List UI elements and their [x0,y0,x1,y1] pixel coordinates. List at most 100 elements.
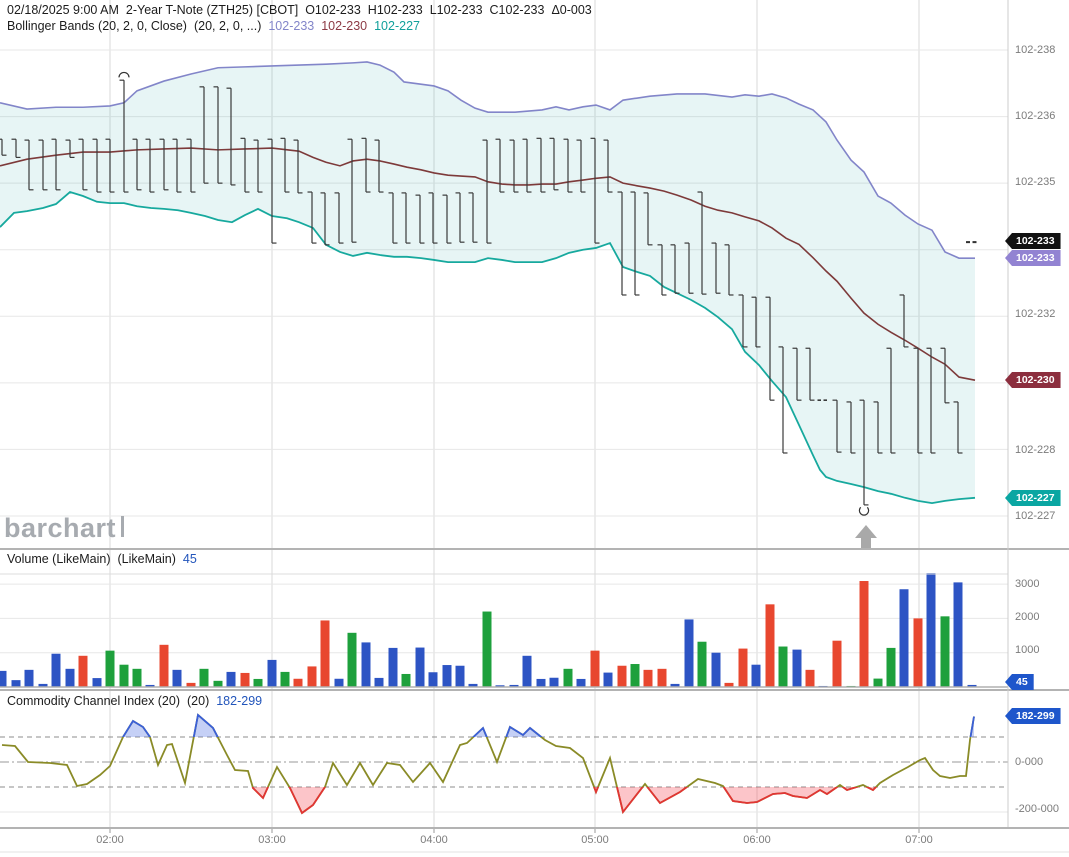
volume-bar [415,647,425,687]
volume-axis-label: 2000 [1015,611,1040,623]
volume-bar [442,665,452,687]
volume-bar [267,659,277,687]
volume-bar [765,604,775,687]
bollinger-study-label: Bollinger Bands (20, 2, 0, Close) [7,19,187,33]
circle-marker-low [858,506,870,516]
time-axis-label: 05:00 [581,834,609,846]
volume-bar [0,670,7,687]
price-axis-label: 102-232 [1015,308,1056,320]
volume-bar [509,684,519,687]
cci-line-oversold [76,787,878,815]
volume-bar [899,589,909,687]
volume-bar [38,683,48,687]
arc-marker-top [118,71,130,78]
panel-separator [0,689,1069,691]
volume-bar [226,671,236,687]
volume-bar [240,672,250,687]
cci-study-params: (20) [187,694,210,708]
bollinger-study-header[interactable]: Bollinger Bands (20, 2, 0, Close) (20, 2,… [7,19,427,33]
volume-study-header[interactable]: Volume (LikeMain) (LikeMain) 45 [7,552,204,566]
volume-bar [953,582,963,687]
volume-bar [913,618,923,687]
cci-overbought-fill [2,715,974,737]
volume-study-params: (LikeMain) [117,552,176,566]
volume-bar [536,678,546,687]
cci-oversold-fill [2,787,974,813]
volume-bar [549,677,559,687]
cci-current-value: 182-299 [216,694,263,708]
volume-bar [388,647,398,687]
panel-separator [0,827,1069,829]
volume-bar [792,649,802,687]
header-low: L102-233 [429,3,483,17]
volume-bar [132,668,142,687]
volume-bar [159,644,169,687]
volume-study-label: Volume (LikeMain) [7,552,111,566]
volume-bar [172,669,182,687]
volume-bar [832,640,842,687]
bollinger-middle-line [0,147,976,381]
cci-line-overbought [122,713,975,737]
volume-bar [873,678,883,687]
price-badge: 102-227 [1005,490,1061,506]
volume-bar [334,678,344,687]
volume-bar [859,581,869,687]
volume-bar [630,664,640,687]
volume-bar [495,685,505,687]
price-badge: 182-299 [1005,708,1061,724]
up-arrow-marker [855,525,877,548]
time-axis-label: 04:00 [420,834,448,846]
barchart-watermark-bar [121,516,125,537]
bollinger-lower-value: 102-227 [374,19,420,33]
volume-bar [643,669,653,687]
bollinger-upper-line [0,61,975,259]
cci-study-header[interactable]: Commodity Channel Index (20) (20) 182-299 [7,694,269,708]
cci-axis-label: -200-000 [1015,803,1060,815]
volume-bar [401,673,411,687]
volume-bar [711,652,721,687]
volume-axis-label: 1000 [1015,644,1040,656]
header-high: H102-233 [367,3,423,17]
price-axis-label: 102-227 [1015,510,1056,522]
volume-bar [428,672,438,687]
cci-study-label: Commodity Channel Index (20) [7,694,180,708]
header-open: O102-233 [305,3,361,17]
bollinger-study-params: (20, 2, 0, ...) [193,19,262,33]
header-datetime: 02/18/2025 9:00 AM [7,3,119,17]
volume-bar [724,682,734,687]
volume-bar [576,678,586,687]
volume-bar [657,668,667,687]
volume-axis-label: 3000 [1015,578,1040,590]
volume-bar [280,671,290,687]
volume-bar [65,668,75,687]
volume-bar [374,677,384,687]
price-axis-label: 102-238 [1015,44,1056,56]
header-instrument: 2-Year T-Note (ZTH25) [CBOT] [125,3,299,17]
volume-bar [199,668,209,687]
volume-bar [926,573,936,687]
volume-bar [778,646,788,687]
volume-bar [455,665,465,687]
price-axis-label: 102-228 [1015,444,1056,456]
bollinger-middle-value: 102-230 [321,19,368,33]
volume-bar [468,683,478,687]
time-axis-label: 06:00 [743,834,771,846]
price-axis-label: 102-236 [1015,110,1056,122]
volume-bar [11,680,21,687]
volume-bar [253,678,263,687]
volume-bar [51,653,61,687]
volume-bar [213,680,223,687]
volume-bar [105,650,115,687]
time-axis-label: 03:00 [258,834,286,846]
price-badge: 102-233 [1005,233,1061,249]
bollinger-lower-line [0,191,976,505]
volume-bar [684,619,694,687]
volume-bar [590,650,600,687]
volume-bar [145,684,155,687]
volume-bar [293,678,303,687]
price-badge: 102-233 [1005,250,1061,266]
price-badge: 45 [1005,674,1034,690]
volume-bar [186,682,196,687]
